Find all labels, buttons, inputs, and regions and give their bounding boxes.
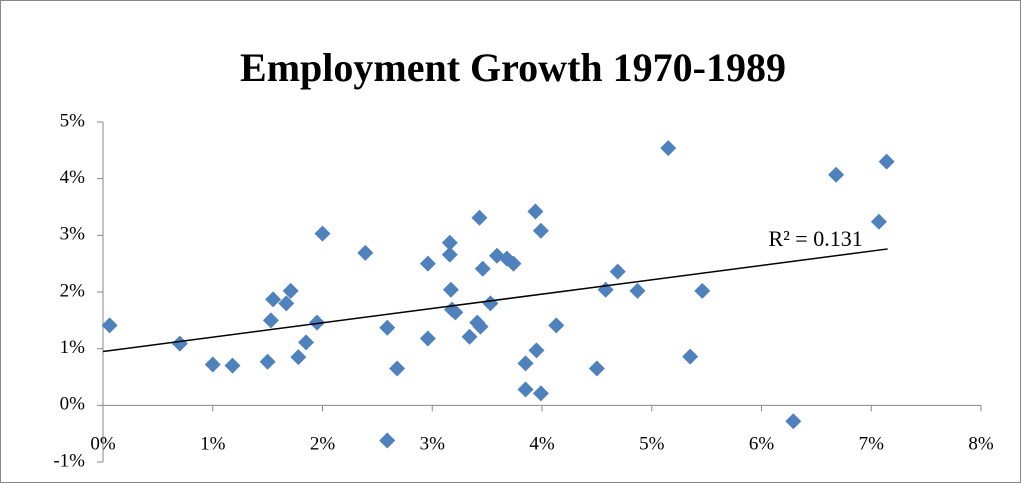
data-point xyxy=(298,334,315,351)
x-tick-label: 8% xyxy=(968,434,994,455)
data-point xyxy=(527,203,544,220)
data-point xyxy=(265,291,282,308)
y-tick-label: 2% xyxy=(60,280,86,301)
y-tick-label: 4% xyxy=(60,167,86,188)
y-tick-label: -1% xyxy=(53,450,85,471)
chart-title: Employment Growth 1970-1989 xyxy=(240,45,786,90)
x-tick-label: 0% xyxy=(90,434,116,455)
data-point xyxy=(442,281,459,298)
y-tick-label: 0% xyxy=(60,394,86,415)
data-point xyxy=(482,295,499,312)
y-tick-label: 1% xyxy=(60,337,86,358)
data-point xyxy=(785,413,802,430)
x-tick-label: 7% xyxy=(859,434,885,455)
data-point xyxy=(548,317,565,334)
data-point xyxy=(472,318,489,335)
trendline-label: R² = 0.131 xyxy=(769,226,863,251)
data-point xyxy=(441,234,458,251)
data-point xyxy=(517,381,534,398)
data-point xyxy=(682,348,699,365)
data-point xyxy=(101,317,118,334)
x-tick-label: 2% xyxy=(310,434,336,455)
data-point xyxy=(379,432,396,449)
data-point xyxy=(441,246,458,263)
data-point xyxy=(588,360,605,377)
data-point xyxy=(204,356,221,373)
data-point xyxy=(629,282,646,299)
y-tick-label: 3% xyxy=(60,224,86,245)
data-point xyxy=(532,385,549,402)
data-point xyxy=(447,304,464,321)
x-tick-label: 4% xyxy=(529,434,555,455)
data-point xyxy=(262,312,279,329)
data-point xyxy=(278,295,295,312)
trendline xyxy=(102,248,888,353)
data-point xyxy=(609,263,626,280)
x-tick-label: 3% xyxy=(420,434,446,455)
data-point xyxy=(357,244,374,261)
data-point xyxy=(517,355,534,372)
data-point xyxy=(660,140,677,157)
data-point xyxy=(282,282,299,299)
x-tick-label: 5% xyxy=(639,434,665,455)
data-point xyxy=(694,282,711,299)
data-point xyxy=(505,255,522,272)
data-point xyxy=(471,209,488,226)
data-point xyxy=(314,225,331,242)
data-point xyxy=(528,342,545,359)
data-point xyxy=(419,255,436,272)
data-point xyxy=(878,153,895,170)
x-tick-label: 1% xyxy=(200,434,226,455)
data-point xyxy=(290,349,307,366)
data-point xyxy=(474,260,491,277)
data-point xyxy=(171,335,188,352)
data-point xyxy=(419,330,436,347)
data-point xyxy=(259,353,276,370)
data-point xyxy=(309,314,326,331)
data-point xyxy=(532,222,549,239)
data-point xyxy=(828,166,845,183)
data-point xyxy=(224,357,241,374)
data-point xyxy=(389,360,406,377)
data-point xyxy=(379,319,396,336)
x-tick-label: 6% xyxy=(749,434,775,455)
data-point xyxy=(461,328,478,345)
data-point xyxy=(870,213,887,230)
y-tick-label: 5% xyxy=(60,110,86,131)
